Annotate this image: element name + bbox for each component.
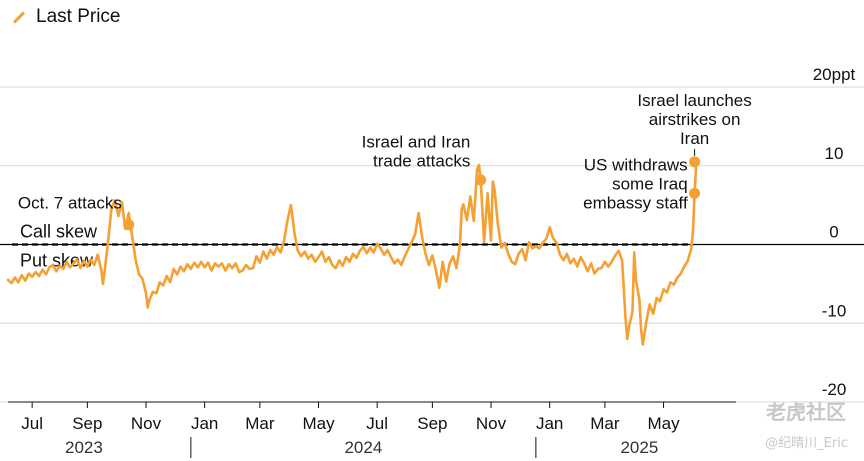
y-tick-label: -10 <box>822 301 847 320</box>
y-tick-label: 10 <box>825 144 844 163</box>
year-label: 2024 <box>344 438 382 457</box>
annotation-label: US withdraws <box>584 155 688 174</box>
y-axis: 20ppt 10 0 -10 -20 <box>813 65 856 399</box>
annotation-label: airstrikes on <box>649 110 741 129</box>
annotation-dot <box>123 219 135 231</box>
x-tick-label: Nov <box>131 414 162 433</box>
y-tick-label: 0 <box>829 223 838 242</box>
annotation-label: Israel launches <box>637 91 751 110</box>
annotation-label: Iran <box>680 129 709 148</box>
x-tick-label: Mar <box>245 414 275 433</box>
x-tick-label: May <box>647 414 680 433</box>
watermark-logo: 老虎社区 <box>766 400 846 424</box>
chart-legend: Last Price <box>12 6 120 28</box>
annotation-dot <box>475 174 487 186</box>
series-line-last-price <box>6 160 698 346</box>
y-tick-label: 20ppt <box>813 65 856 84</box>
annotation-label: Oct. 7 attacks <box>18 193 122 212</box>
year-label: 2025 <box>620 438 658 457</box>
x-tick-label: Jan <box>191 414 218 433</box>
zero-line-group: Call skew Put skew <box>0 222 864 271</box>
x-tick-label: Jul <box>366 414 388 433</box>
put-skew-label: Put skew <box>20 251 94 271</box>
x-tick-label: Sep <box>417 414 447 433</box>
y-tick-label: -20 <box>822 380 847 399</box>
x-tick-label: Jan <box>536 414 563 433</box>
x-tick-label: Mar <box>590 414 620 433</box>
x-tick-label: May <box>302 414 335 433</box>
annotation-dot <box>689 156 701 168</box>
annotation-label: some Iraq <box>612 174 688 193</box>
annotation-label: trade attacks <box>373 152 470 171</box>
annotation-label: embassy staff <box>583 193 688 212</box>
series-group <box>6 160 698 346</box>
call-skew-label: Call skew <box>20 222 98 242</box>
annotation: Oct. 7 attacks <box>18 193 135 231</box>
x-tick-label: Nov <box>476 414 507 433</box>
x-tick-label: Jul <box>21 414 43 433</box>
x-tick-label: Sep <box>72 414 102 433</box>
watermark-user: @纪晴川_Eric <box>765 436 848 451</box>
legend-label: Last Price <box>36 6 121 27</box>
year-label: 2023 <box>65 438 103 457</box>
x-axis: Jul Sep Nov Jan Mar May Jul Sep Nov Jan Mar May 2023… <box>8 401 736 458</box>
annotation-label: Israel and Iran <box>362 133 471 152</box>
annotation-dot <box>689 187 701 199</box>
